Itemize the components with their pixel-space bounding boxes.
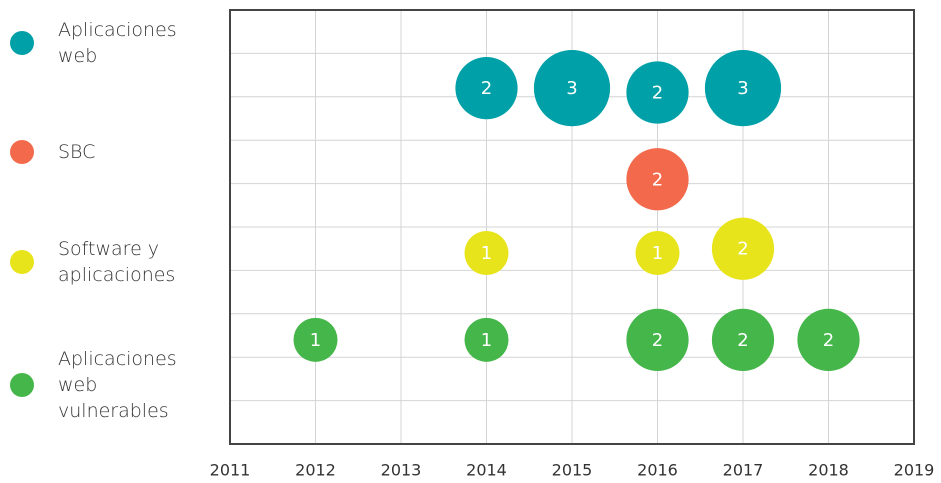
legend-swatch bbox=[10, 31, 34, 55]
x-tick-label: 2012 bbox=[295, 461, 336, 480]
bubble bbox=[635, 231, 680, 276]
data-label: 2 bbox=[652, 82, 663, 103]
data-label: 1 bbox=[652, 243, 663, 264]
bubble bbox=[711, 308, 775, 371]
bubble bbox=[464, 231, 509, 276]
data-label: 2 bbox=[481, 78, 492, 99]
bubble bbox=[704, 50, 782, 127]
bubble bbox=[797, 308, 860, 371]
bubble bbox=[293, 317, 338, 362]
bubble bbox=[711, 217, 775, 280]
legend-item: SBC bbox=[58, 102, 193, 202]
legend-label: Software y aplicaciones bbox=[58, 238, 176, 286]
data-label: 1 bbox=[310, 330, 321, 351]
legend-label: Aplicaciones web bbox=[58, 19, 177, 67]
data-label: 1 bbox=[481, 330, 492, 351]
data-label: 1 bbox=[481, 243, 492, 264]
bubble bbox=[626, 61, 689, 124]
plot-border bbox=[229, 9, 915, 445]
bubble bbox=[533, 50, 611, 127]
x-tick-label: 2016 bbox=[637, 461, 678, 480]
x-tick-label: 2013 bbox=[381, 461, 422, 480]
x-tick-label: 2019 bbox=[894, 461, 935, 480]
bubble bbox=[626, 148, 689, 211]
data-label: 2 bbox=[652, 330, 663, 351]
legend-swatch bbox=[10, 140, 34, 164]
data-label: 2 bbox=[652, 169, 663, 190]
legend-item: Software y aplicaciones bbox=[58, 212, 193, 312]
data-label: 3 bbox=[566, 78, 577, 99]
x-tick-label: 2018 bbox=[808, 461, 849, 480]
legend-item: Aplicaciones web vulnerables bbox=[58, 335, 193, 435]
x-tick-label: 2014 bbox=[466, 461, 507, 480]
legend-item: Aplicaciones web bbox=[58, 0, 193, 93]
data-label: 2 bbox=[823, 330, 834, 351]
x-tick-label: 2015 bbox=[552, 461, 593, 480]
bubble bbox=[626, 308, 689, 371]
data-label: 2 bbox=[737, 239, 748, 260]
legend-label: SBC bbox=[58, 141, 96, 163]
data-label: 2 bbox=[737, 330, 748, 351]
bubble bbox=[464, 317, 509, 362]
x-tick-label: 2011 bbox=[210, 461, 251, 480]
legend-swatch bbox=[10, 250, 34, 274]
legend-swatch bbox=[10, 373, 34, 397]
bubble bbox=[455, 57, 518, 120]
legend-label: Aplicaciones web vulnerables bbox=[58, 348, 177, 422]
data-label: 3 bbox=[737, 78, 748, 99]
x-tick-label: 2017 bbox=[723, 461, 764, 480]
